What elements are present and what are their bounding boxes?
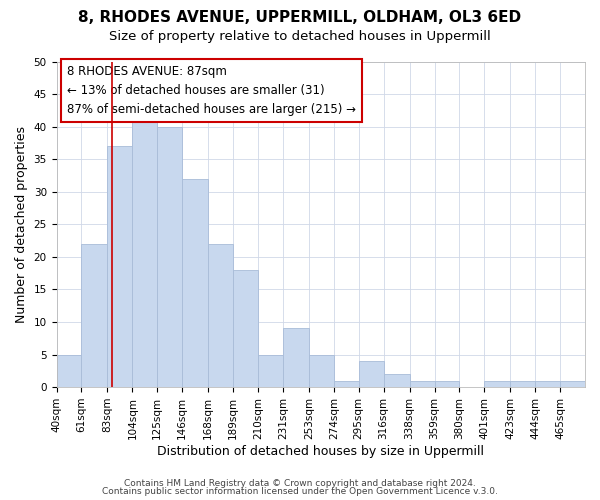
Bar bbox=[82, 244, 107, 387]
Bar bbox=[560, 380, 585, 387]
Bar bbox=[56, 354, 82, 387]
Bar bbox=[511, 380, 535, 387]
X-axis label: Distribution of detached houses by size in Uppermill: Distribution of detached houses by size … bbox=[157, 444, 484, 458]
Text: 8, RHODES AVENUE, UPPERMILL, OLDHAM, OL3 6ED: 8, RHODES AVENUE, UPPERMILL, OLDHAM, OL3… bbox=[79, 10, 521, 25]
Bar bbox=[182, 178, 208, 387]
Text: 8 RHODES AVENUE: 87sqm
← 13% of detached houses are smaller (31)
87% of semi-det: 8 RHODES AVENUE: 87sqm ← 13% of detached… bbox=[67, 65, 356, 116]
Text: Contains HM Land Registry data © Crown copyright and database right 2024.: Contains HM Land Registry data © Crown c… bbox=[124, 478, 476, 488]
Text: Contains public sector information licensed under the Open Government Licence v.: Contains public sector information licen… bbox=[102, 487, 498, 496]
Y-axis label: Number of detached properties: Number of detached properties bbox=[15, 126, 28, 323]
Bar bbox=[359, 361, 383, 387]
Bar bbox=[133, 120, 157, 387]
Bar bbox=[309, 354, 334, 387]
Bar bbox=[434, 380, 460, 387]
Bar bbox=[107, 146, 133, 387]
Bar bbox=[157, 126, 182, 387]
Bar bbox=[484, 380, 511, 387]
Bar bbox=[208, 244, 233, 387]
Bar bbox=[535, 380, 560, 387]
Bar bbox=[334, 380, 359, 387]
Bar bbox=[233, 270, 258, 387]
Bar bbox=[410, 380, 434, 387]
Bar bbox=[258, 354, 283, 387]
Bar bbox=[283, 328, 309, 387]
Text: Size of property relative to detached houses in Uppermill: Size of property relative to detached ho… bbox=[109, 30, 491, 43]
Bar bbox=[383, 374, 410, 387]
